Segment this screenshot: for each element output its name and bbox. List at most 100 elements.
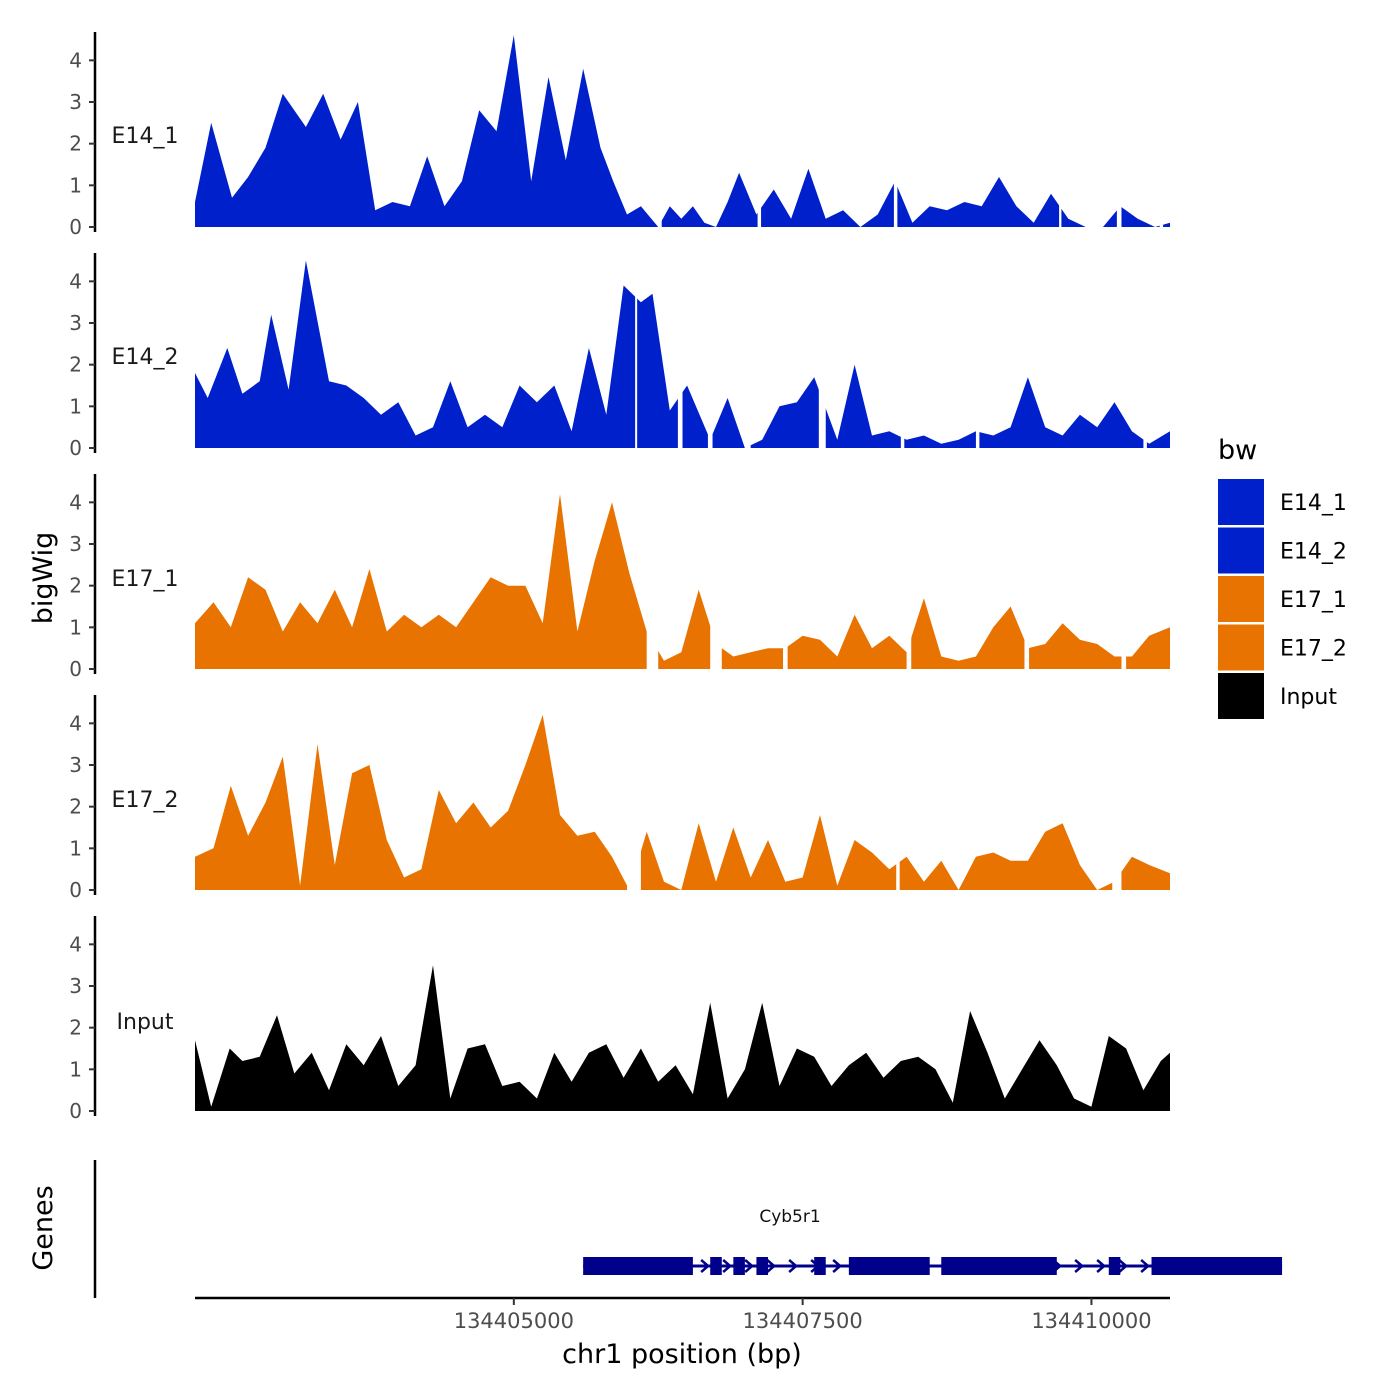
signal-gap: [757, 32, 762, 228]
y-tick-label: 1: [69, 615, 82, 639]
strand-arrow: [766, 1259, 777, 1273]
track-label: E17_1: [112, 567, 179, 592]
y-tick-label: 3: [69, 311, 82, 335]
y-tick-label: 4: [69, 932, 82, 956]
genes-track: Cyb5r1: [93, 1160, 1283, 1298]
genes-track-title: Genes: [28, 1185, 59, 1270]
legend-entry-label: E14_1: [1280, 491, 1347, 516]
exon-block: [710, 1257, 722, 1275]
gene-label: Cyb5r1: [759, 1207, 820, 1227]
exon-block: [756, 1257, 768, 1275]
y-tick-label: 4: [69, 48, 82, 72]
exon-block: [583, 1257, 693, 1275]
signal-gap: [635, 253, 638, 449]
y-tick-label: 0: [69, 878, 82, 902]
x-axis: 134405000 134407500 134410000: [195, 1296, 1170, 1333]
legend-entry-label: E14_2: [1280, 540, 1347, 565]
y-tick-label: 2: [69, 1016, 82, 1040]
y-tick-label: 3: [69, 532, 82, 556]
y-tick-label: 1: [69, 836, 82, 860]
signal-gap: [900, 253, 905, 449]
track-panels: 0 1 2 3 4 E14_1 0 1 2 3 4 E14_2 0 1 2 3 4 E17_1 0 1 2 3 4 E17_2…: [69, 32, 1170, 1123]
track-panel-e17-1: 0 1 2 3 4 E17_1: [69, 474, 1170, 681]
signal-gap: [1121, 474, 1127, 670]
exon-block: [1151, 1257, 1283, 1275]
y-tick-label: 0: [69, 1099, 82, 1123]
y-tick-label: 0: [69, 436, 82, 460]
y-axis-title: bigWig: [28, 532, 59, 625]
signal-gap: [677, 253, 683, 449]
y-tick-label: 4: [69, 490, 82, 514]
y-tick-label: 2: [69, 353, 82, 377]
signal-gap: [1024, 474, 1030, 670]
exon-block: [848, 1257, 930, 1275]
x-tick-label: 134410000: [1031, 1309, 1151, 1333]
signal-gap: [707, 253, 713, 449]
strand-arrow: [1096, 1259, 1107, 1273]
signal-area: [195, 35, 1170, 227]
signal-gap: [896, 695, 900, 891]
signal-gap: [893, 32, 898, 228]
signal-gap: [1059, 32, 1062, 228]
legend-entry-label: E17_1: [1280, 588, 1347, 613]
track-label: Input: [117, 1010, 174, 1035]
legend-entry-label: Input: [1280, 685, 1337, 710]
strand-arrow: [744, 1259, 755, 1273]
strand-arrow: [832, 1259, 843, 1273]
signal-gap: [1112, 695, 1122, 891]
track-panel-e14-1: 0 1 2 3 4 E14_1: [69, 32, 1170, 239]
legend-swatch: [1218, 576, 1264, 622]
exon-block: [733, 1257, 745, 1275]
signal-gap: [1143, 253, 1147, 449]
signal-gap: [1116, 32, 1122, 228]
y-tick-label: 4: [69, 269, 82, 293]
y-tick-label: 4: [69, 711, 82, 735]
x-axis-title: chr1 position (bp): [562, 1339, 802, 1370]
signal-gap: [744, 253, 751, 449]
legend-swatch: [1218, 673, 1264, 719]
track-panel-e17-2: 0 1 2 3 4 E17_2: [69, 695, 1170, 902]
y-tick-label: 3: [69, 90, 82, 114]
signal-gap: [710, 474, 722, 670]
exon-block: [1108, 1257, 1121, 1275]
y-tick-label: 2: [69, 795, 82, 819]
exon-block: [814, 1257, 826, 1275]
y-tick-label: 2: [69, 574, 82, 598]
legend-swatch: [1218, 479, 1264, 525]
strand-arrow: [788, 1259, 799, 1273]
track-label: E14_1: [112, 124, 179, 149]
x-tick-label: 134407500: [743, 1309, 863, 1333]
track-label: E17_2: [112, 788, 179, 813]
strand-arrow: [1140, 1259, 1151, 1273]
signal-area: [195, 965, 1170, 1111]
legend: bw E14_1 E14_2 E17_1 E17_2 Input: [1218, 435, 1347, 719]
track-panel-e14-2: 0 1 2 3 4 E14_2: [69, 253, 1170, 460]
y-tick-label: 1: [69, 1057, 82, 1081]
signal-gap: [646, 474, 659, 670]
strand-arrow: [1118, 1259, 1129, 1273]
y-tick-label: 1: [69, 394, 82, 418]
legend-swatch: [1218, 624, 1264, 671]
x-tick-label: 134405000: [454, 1309, 574, 1333]
signal-gap: [627, 695, 641, 891]
legend-title: bw: [1218, 435, 1257, 466]
y-tick-label: 0: [69, 657, 82, 681]
legend-swatch: [1218, 527, 1264, 574]
signal-area: [195, 715, 1170, 890]
signal-gap: [658, 32, 662, 228]
y-tick-label: 3: [69, 753, 82, 777]
y-tick-label: 2: [69, 132, 82, 156]
y-tick-label: 3: [69, 974, 82, 998]
strand-arrow: [1074, 1259, 1085, 1273]
y-tick-label: 1: [69, 173, 82, 197]
y-tick-label: 0: [69, 215, 82, 239]
strand-arrow: [700, 1259, 711, 1273]
signal-gap: [906, 474, 912, 670]
signal-gap: [818, 253, 826, 449]
legend-entry-label: E17_2: [1280, 637, 1347, 662]
signal-gap: [1159, 32, 1164, 228]
exon-block: [941, 1257, 1057, 1275]
track-panel-input: 0 1 2 3 4 Input: [69, 916, 1170, 1123]
signal-gap: [975, 253, 980, 449]
